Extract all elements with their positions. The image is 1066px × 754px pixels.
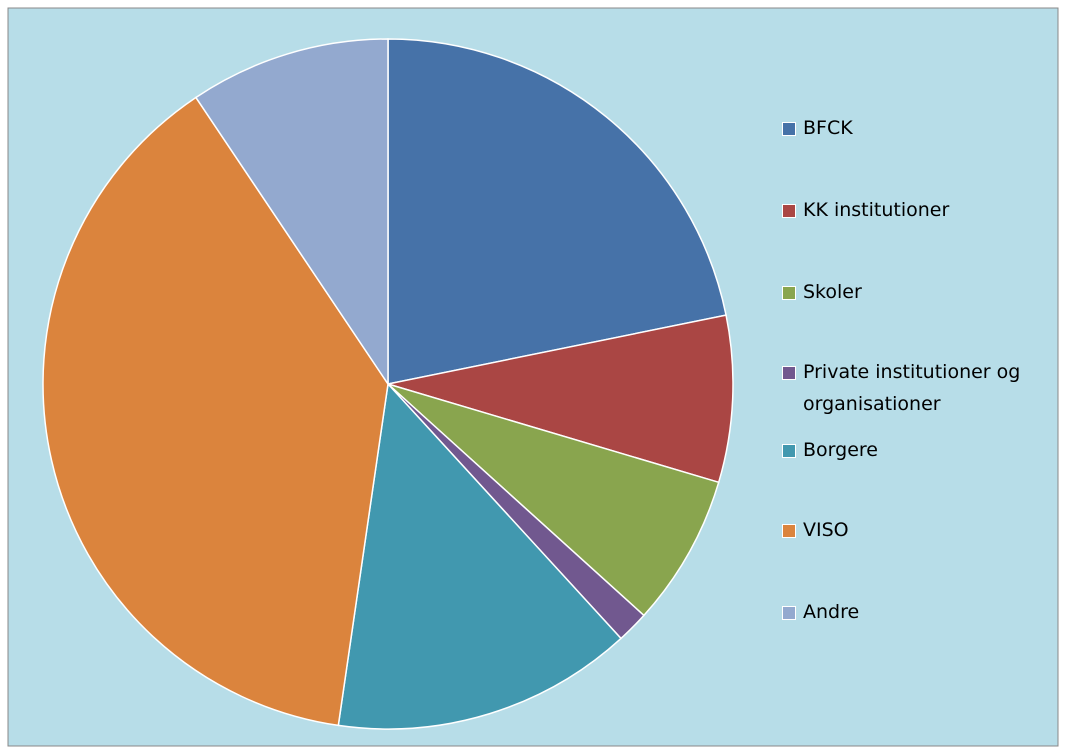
- legend-item: VISO: [782, 514, 1053, 546]
- pie-slice: [337, 382, 623, 730]
- legend-swatch: [782, 286, 796, 300]
- legend-label: Private institutioner og organisationer: [803, 361, 1021, 415]
- legend-swatch: [782, 606, 796, 620]
- legend-item: Private institutioner og organisationer: [782, 356, 1053, 420]
- legend-swatch: [782, 444, 796, 458]
- legend-label: Andre: [803, 601, 860, 623]
- legend-item: Borgere: [782, 434, 1053, 466]
- legend-label: VISO: [803, 519, 849, 541]
- legend-swatch: [782, 524, 796, 538]
- pie-slice: [42, 96, 389, 727]
- legend-item: Skoler: [782, 276, 1053, 308]
- legend-label: Skoler: [803, 281, 862, 303]
- pie-slice: [387, 38, 727, 385]
- legend-label: Borgere: [803, 439, 878, 461]
- pie-slice: [194, 38, 389, 387]
- legend-item: BFCK: [782, 112, 1053, 144]
- legend-swatch: [782, 122, 796, 136]
- pie: [42, 38, 734, 730]
- legend-item: KK institutioner: [782, 194, 1053, 226]
- pie-slice: [387, 383, 720, 617]
- legend-swatch: [782, 204, 796, 218]
- legend-item: Andre: [782, 596, 1053, 628]
- legend-label: BFCK: [803, 117, 853, 139]
- pie-slice: [387, 314, 734, 484]
- legend-label: KK institutioner: [803, 199, 950, 221]
- legend-swatch: [782, 366, 796, 380]
